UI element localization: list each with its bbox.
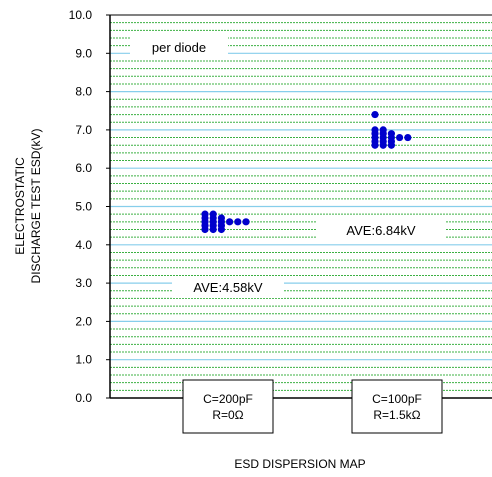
category-box-2 bbox=[351, 379, 443, 434]
data-point bbox=[201, 210, 209, 218]
data-point bbox=[371, 110, 379, 119]
y-tick-label: 5.0 bbox=[75, 200, 92, 214]
x-axis-title: ESD DISPERSION MAP bbox=[234, 457, 365, 471]
note-label: per diode bbox=[152, 40, 206, 55]
y-tick-label: 4.0 bbox=[75, 238, 92, 252]
ave-2-label: AVE:6.84kV bbox=[346, 223, 415, 238]
y-tick-label: 8.0 bbox=[75, 85, 92, 99]
data-point bbox=[379, 126, 387, 134]
y-tick-label: 0.0 bbox=[75, 391, 92, 405]
category-box-1 bbox=[182, 379, 274, 434]
data-point bbox=[217, 214, 225, 222]
note-box bbox=[130, 36, 228, 58]
data-point bbox=[209, 210, 217, 218]
ave-1-label: AVE:4.58kV bbox=[193, 280, 262, 295]
y-tick-label: 1.0 bbox=[75, 353, 92, 367]
data-points bbox=[201, 110, 412, 234]
y-tick-label: 10.0 bbox=[69, 8, 93, 22]
data-point bbox=[242, 218, 250, 226]
ave-2-box bbox=[316, 219, 446, 241]
y-tick-label: 7.0 bbox=[75, 123, 92, 137]
category-1-line2: R=0Ω bbox=[212, 408, 243, 422]
major-grid bbox=[110, 52, 492, 361]
data-point bbox=[371, 126, 379, 134]
y-tick-label: 6.0 bbox=[75, 161, 92, 175]
data-point bbox=[396, 133, 404, 142]
data-point bbox=[404, 133, 412, 142]
category-2-line1: C=100pF bbox=[372, 392, 422, 406]
data-point bbox=[387, 130, 395, 138]
ave-1-box bbox=[172, 276, 284, 298]
data-point bbox=[234, 218, 242, 226]
y-tick-label: 9.0 bbox=[75, 46, 92, 60]
y-tick-label: 2.0 bbox=[75, 314, 92, 328]
y-axis-title-line1: ELECTROSTATIC bbox=[13, 157, 27, 255]
y-tick-label: 3.0 bbox=[75, 276, 92, 290]
y-axis-title-line2: DISCHARGE TEST ESD(kV) bbox=[29, 129, 43, 284]
category-1-line1: C=200pF bbox=[203, 392, 253, 406]
data-point bbox=[226, 218, 234, 226]
category-2-line2: R=1.5kΩ bbox=[373, 408, 420, 422]
y-tick-labels: 0.0 1.0 2.0 3.0 4.0 5.0 6.0 7.0 8.0 9.0 10.0 bbox=[69, 8, 110, 405]
